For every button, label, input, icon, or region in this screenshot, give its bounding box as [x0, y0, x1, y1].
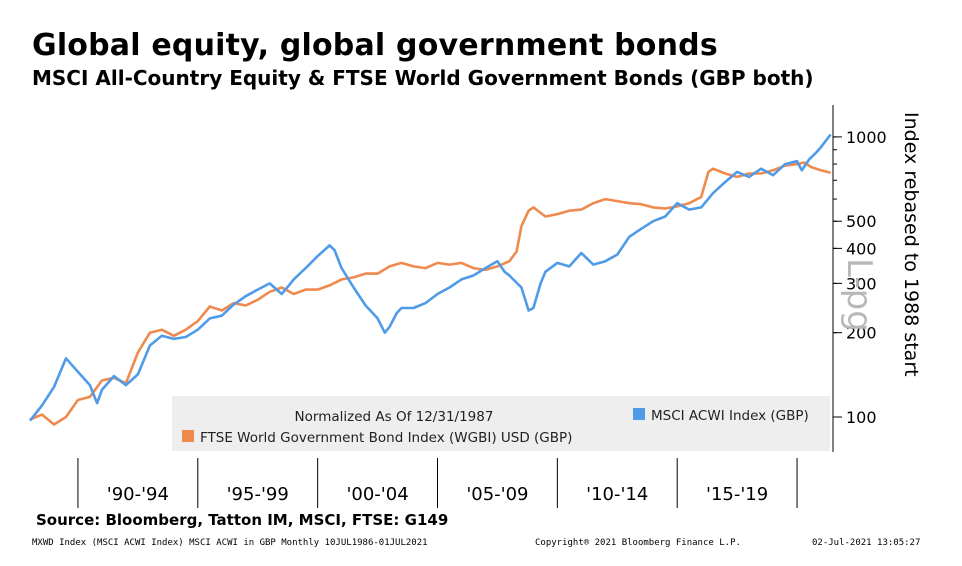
- x-band-label: '90-'94: [107, 484, 169, 505]
- x-band-label: '05-'09: [466, 484, 528, 505]
- y-tick-label: 200: [846, 324, 877, 343]
- watermark: L-pg: [839, 258, 879, 332]
- y-axis-label: Index rebased to 1988 start: [900, 112, 922, 377]
- x-band-label: '10-'14: [586, 484, 648, 505]
- footer-right: 02-Jul-2021 13:05:27: [812, 538, 921, 548]
- legend-swatch-equity: [633, 408, 645, 420]
- y-tick-label: 100: [846, 408, 877, 427]
- y-axis: 100 200 300 400 500 1000: [832, 105, 887, 452]
- legend-background: [172, 396, 830, 451]
- chart-subtitle: MSCI All-Country Equity & FTSE World Gov…: [32, 66, 814, 90]
- series-lines: [28, 133, 832, 426]
- source-note: Source: Bloomberg, Tatton IM, MSCI, FTSE…: [36, 511, 449, 529]
- footer-center: Copyright® 2021 Bloomberg Finance L.P.: [535, 538, 741, 548]
- legend-note: Normalized As Of 12/31/1987: [295, 409, 494, 425]
- y-tick-label: 300: [846, 274, 877, 293]
- legend-label-bonds: FTSE World Government Bond Index (WGBI) …: [200, 430, 572, 446]
- legend-label-equity: MSCI ACWI Index (GBP): [651, 408, 809, 424]
- x-band-label: '15-'19: [706, 484, 768, 505]
- y-tick-label: 400: [846, 239, 877, 258]
- x-band-label: '95-'99: [227, 484, 289, 505]
- chart-title: Global equity, global government bonds: [32, 28, 718, 63]
- x-band-label: '00-'04: [346, 484, 408, 505]
- legend-swatch-bonds: [182, 430, 194, 442]
- legend: Normalized As Of 12/31/1987 MSCI ACWI In…: [172, 396, 830, 451]
- footer-left: MXWD Index (MSCI ACWI Index) MSCI ACWI i…: [32, 538, 428, 548]
- y-tick-label: 1000: [846, 128, 887, 147]
- series-line-equity: [28, 133, 832, 422]
- y-tick-label: 500: [846, 212, 877, 231]
- x-axis-bands: '90-'94 '95-'99 '00-'04 '05-'09 '10-'14 '15-'…: [77, 458, 798, 508]
- series-line-bonds: [29, 161, 831, 426]
